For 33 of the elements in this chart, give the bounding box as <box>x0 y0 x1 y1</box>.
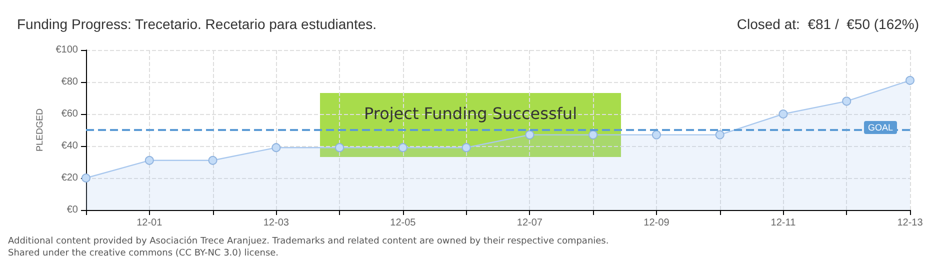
point <box>272 143 281 152</box>
x-tick-label: 12-11 <box>770 218 796 228</box>
x-tick-label: 12-05 <box>390 218 416 228</box>
y-tick-label: €0 <box>66 204 78 216</box>
y-axis-title: PLEDGED <box>34 108 44 152</box>
point <box>82 174 90 182</box>
ref-line-label: GOAL <box>868 122 893 132</box>
text: Additional content provided by Asociación Trece Aranjuez. Trademarks and related content are owned by their respective companies. <box>8 236 609 246</box>
point <box>398 143 408 152</box>
y-tick-label: €80 <box>61 76 78 88</box>
chart-title: Funding Progress: Trecetario. Recetario para estudiantes. <box>17 16 377 32</box>
point <box>652 130 661 140</box>
point <box>842 96 852 106</box>
point <box>588 130 598 140</box>
y-tick-label: €60 <box>61 108 78 120</box>
y-tick-label: €40 <box>61 140 78 152</box>
text: Shared under the creative commons (CC BY-NC 3.0) license. <box>8 248 279 258</box>
point <box>906 76 914 85</box>
point <box>462 143 471 152</box>
y-tick-label: €20 <box>61 172 78 184</box>
point <box>335 143 344 152</box>
point <box>144 156 154 165</box>
y-tick-label: €100 <box>56 44 78 56</box>
point <box>525 130 534 140</box>
point <box>715 130 724 140</box>
x-tick-label: 12-01 <box>136 218 163 228</box>
x-tick-label: 12-03 <box>263 218 290 228</box>
x-tick-label: 12-07 <box>516 218 543 228</box>
x-tick-label: 12-13 <box>897 218 924 228</box>
x-tick-label: 12-09 <box>644 218 670 228</box>
chart-subtitle: Closed at: €81 / €50 (162%) <box>736 16 919 32</box>
point <box>778 110 788 118</box>
point <box>208 156 218 165</box>
